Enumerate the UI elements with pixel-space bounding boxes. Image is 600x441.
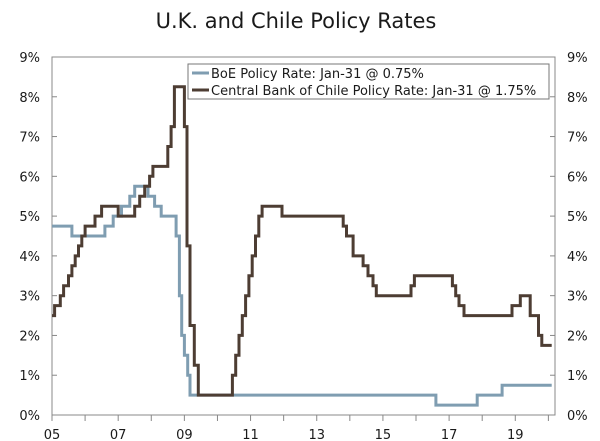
series-lines [52, 85, 552, 407]
y-axis-left: 0% 1% 2% 3% 4% 5% 6% 7% 8% 9% [19, 51, 57, 424]
y-tick-right-label: 9% [567, 51, 588, 66]
y-tick-left-label: 8% [19, 91, 40, 106]
legend-label-chile: Central Bank of Chile Policy Rate: Jan-3… [211, 84, 536, 99]
y-tick-left-label: 9% [19, 51, 40, 66]
y-tick-left-label: 3% [19, 290, 40, 305]
y-tick-left-label: 6% [19, 170, 40, 185]
y-tick-right-label: 6% [567, 170, 588, 185]
y-tick-right-label: 3% [567, 290, 588, 305]
legend-box [187, 63, 550, 100]
plot-frame-layer [51, 56, 556, 416]
x-tick-label: 11 [242, 428, 259, 441]
x-tick-label: 09 [176, 428, 193, 441]
plot-area-frame [51, 56, 556, 416]
y-tick-right-label: 8% [567, 91, 588, 106]
y-tick-left-label: 5% [19, 210, 40, 225]
y-tick-left-label: 1% [19, 369, 40, 384]
y-tick-left-label: 7% [19, 131, 40, 146]
series-line-chile [52, 85, 552, 397]
x-tick-label: 15 [375, 428, 392, 441]
y-tick-right-label: 1% [567, 369, 588, 384]
chart-title: U.K. and Chile Policy Rates [156, 9, 437, 33]
x-tick-label: 17 [441, 428, 458, 441]
x-tick-label: 05 [44, 428, 61, 441]
y-tick-left-label: 2% [19, 329, 40, 344]
y-tick-right-label: 0% [567, 409, 588, 424]
series-line-boe [52, 184, 552, 407]
y-axis-right: 0% 1% 2% 3% 4% 5% 6% 7% 8% 9% [550, 51, 588, 424]
y-tick-right-label: 5% [567, 210, 588, 225]
y-tick-right-label: 7% [567, 131, 588, 146]
x-tick-label: 13 [308, 428, 325, 441]
y-tick-left-label: 0% [19, 409, 40, 424]
legend: BoE Policy Rate: Jan-31 @ 0.75% Central … [187, 63, 550, 100]
x-tick-label: 07 [110, 428, 127, 441]
y-tick-right-label: 4% [567, 250, 588, 265]
x-axis: 05 07 09 11 13 15 17 19 [44, 415, 549, 441]
x-tick-label: 19 [507, 428, 524, 441]
legend-label-boe: BoE Policy Rate: Jan-31 @ 0.75% [211, 67, 424, 82]
y-tick-left-label: 4% [19, 250, 40, 265]
y-tick-right-label: 2% [567, 329, 588, 344]
